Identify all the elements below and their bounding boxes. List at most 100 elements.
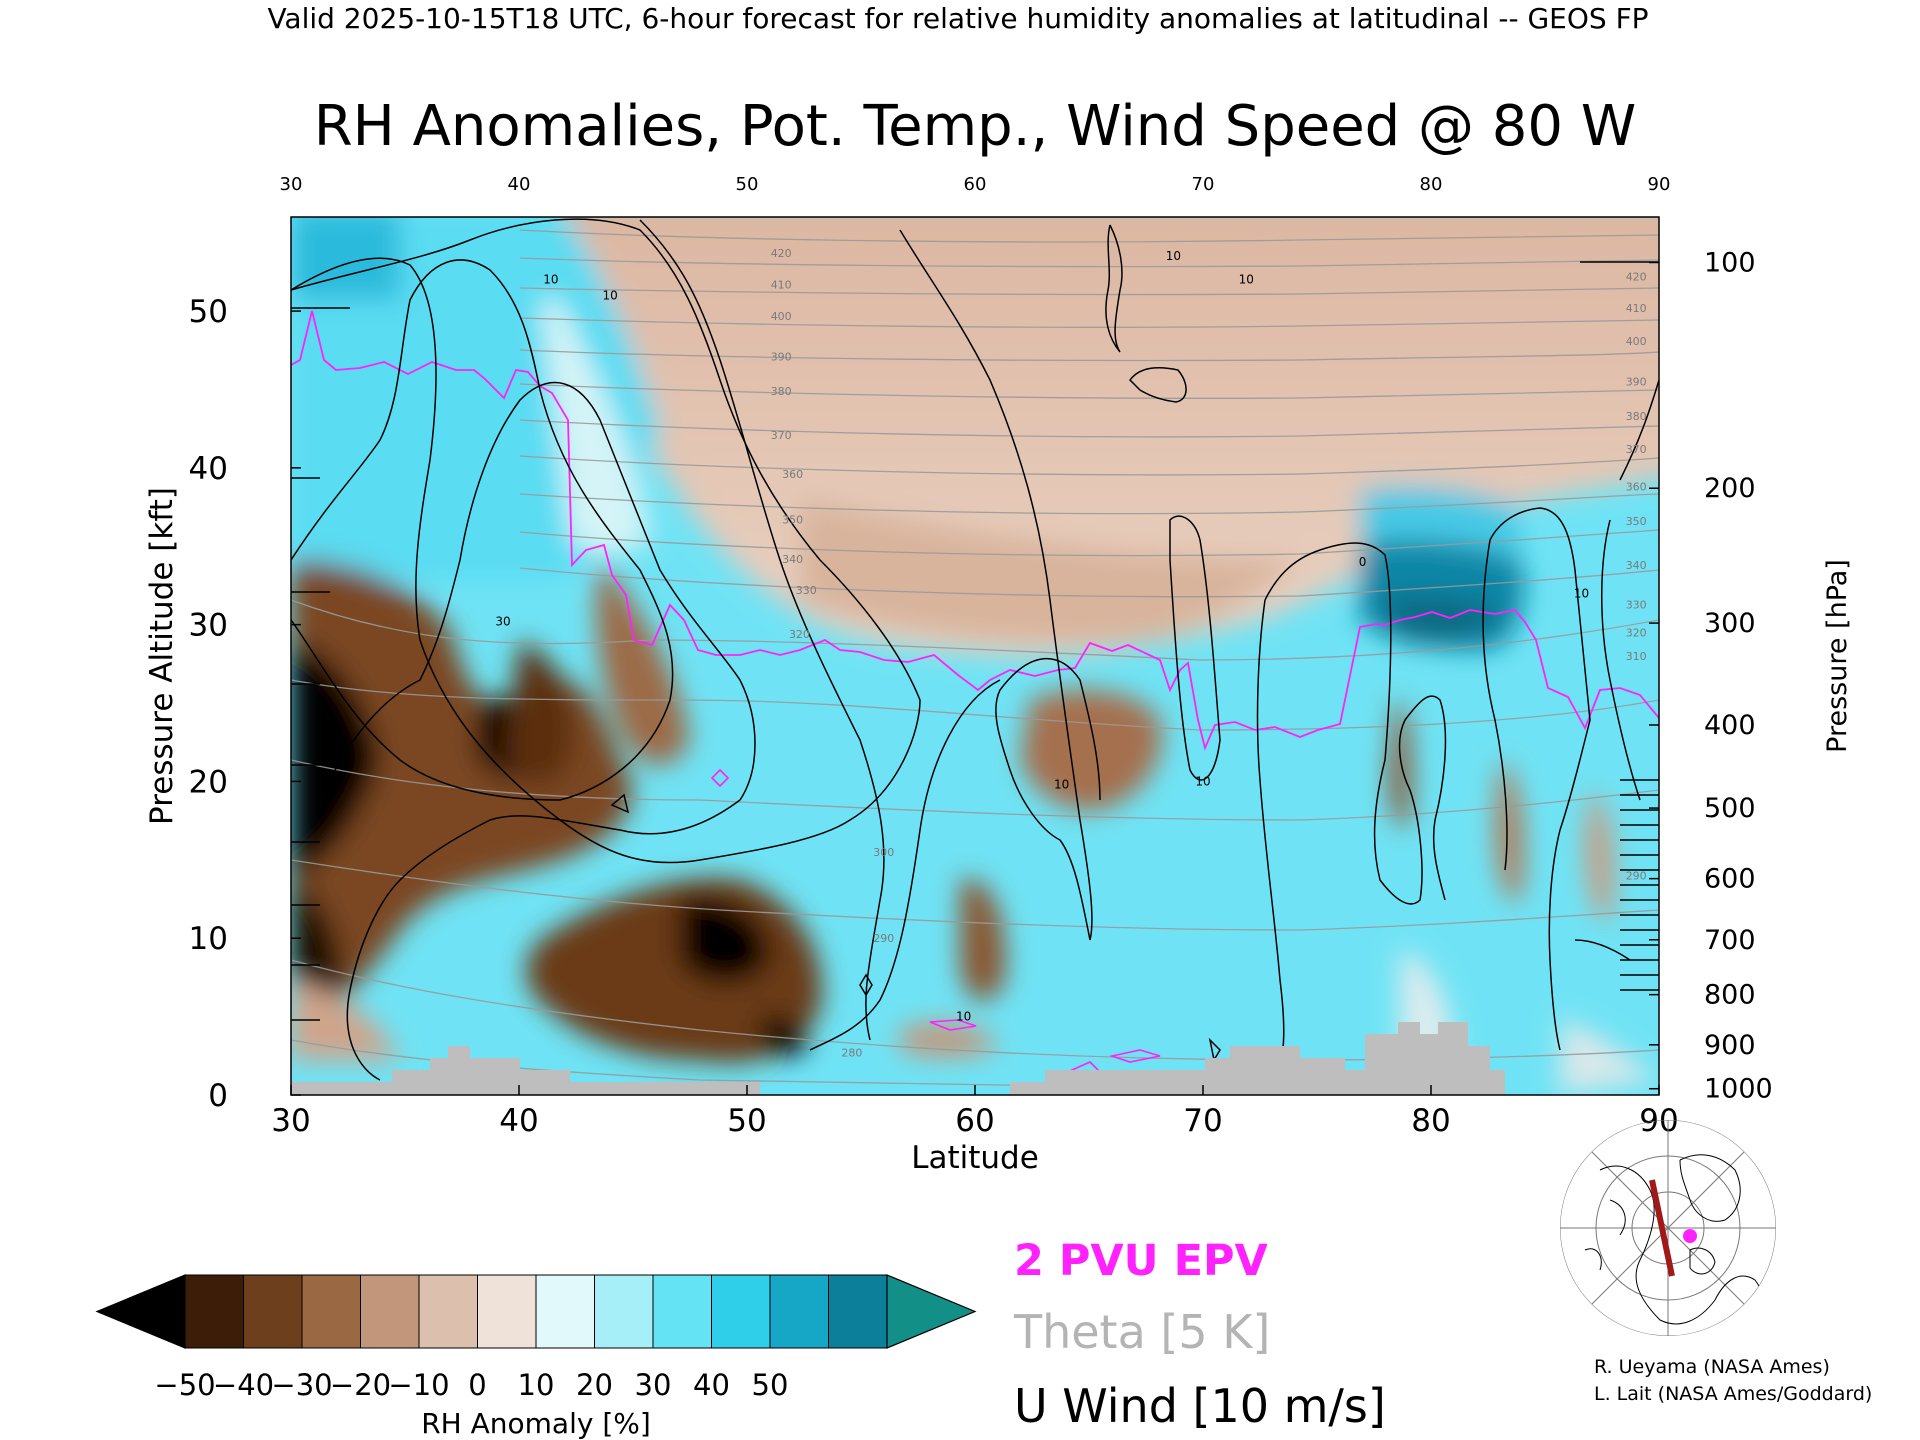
x-tick-label-top: 40	[508, 174, 531, 195]
pressure-tick-label: 300	[1704, 608, 1756, 639]
theta-contour-label: 350	[782, 514, 803, 527]
header-text: Valid 2025-10-15T18 UTC, 6-hour forecast…	[267, 2, 1648, 35]
colorbar: −50−40−30−20−10 0 10 20 30 40 50	[95, 1274, 977, 1402]
theta-contour-label: 410	[771, 278, 792, 291]
pvu-line	[291, 310, 1659, 751]
y-axis-label-left: Pressure Altitude [kft]	[144, 487, 180, 825]
right-ticks	[291, 261, 1659, 1021]
pressure-tick-label: 100	[1704, 247, 1756, 278]
pressure-tick-label: 600	[1704, 864, 1756, 895]
colorbar-label: RH Anomaly [%]	[421, 1407, 651, 1440]
colorbar-tick-label: −40	[213, 1368, 274, 1402]
theta-contour-label: 370	[771, 429, 792, 442]
legend-u-wind: U Wind [10 m/s]	[1014, 1379, 1386, 1433]
u-wind-contours	[291, 218, 1659, 1081]
colorbar-tick-label: −10	[388, 1368, 449, 1402]
rh-anomaly-field: 4204104003903803703603503403303203002902…	[291, 217, 1659, 1095]
pressure-tick-label: 200	[1704, 473, 1756, 504]
x-tick-label-top: 80	[1420, 174, 1443, 195]
wind-contour-label: 30	[495, 615, 510, 629]
theta-contour-label: 360	[1626, 481, 1647, 494]
y-tick-label: 10	[189, 921, 228, 957]
y-axis-label-right: Pressure [hPa]	[1822, 559, 1853, 753]
y-tick-label: 20	[189, 764, 228, 800]
y-tick-label: 50	[189, 294, 228, 330]
theta-contour-label: 390	[1626, 376, 1647, 389]
colorbar-segment	[828, 1274, 888, 1349]
theta-contour-label: 350	[1626, 515, 1647, 528]
x-tick-label: 50	[727, 1103, 766, 1139]
x-tick-label: 70	[1183, 1103, 1222, 1139]
colorbar-tick-label: 30	[635, 1368, 672, 1402]
x-axis-label: Latitude	[911, 1140, 1039, 1176]
theta-contour-label: 290	[1626, 870, 1647, 883]
theta-contour-label: 320	[1626, 626, 1647, 639]
colorbar-segment	[769, 1274, 829, 1349]
pressure-tick-label: 800	[1704, 980, 1756, 1011]
wind-contour-label: 10	[603, 288, 618, 302]
legend-theta: Theta [5 K]	[1013, 1305, 1270, 1359]
colorbar-segment	[184, 1274, 244, 1349]
wind-contour-label: 10	[543, 273, 558, 287]
colorbar-segment	[535, 1274, 595, 1349]
wind-contour-label: 10	[1574, 586, 1589, 600]
x-tick-label: 40	[499, 1103, 538, 1139]
colorbar-tick-label: −20	[330, 1368, 391, 1402]
axes: 3030404050506060707080809090010203040501…	[189, 174, 1773, 1139]
inset-map	[1560, 1120, 1776, 1336]
colorbar-tick-label: 20	[576, 1368, 613, 1402]
theta-contour-label: 330	[1626, 598, 1647, 611]
theta-contour-label: 420	[1626, 271, 1647, 284]
colorbar-tick-label: 10	[518, 1368, 555, 1402]
colorbar-max-arrow	[886, 1274, 977, 1349]
x-tick-label-top: 30	[280, 174, 303, 195]
colorbar-segment	[594, 1274, 654, 1349]
colorbar-tick-label: −50	[154, 1368, 215, 1402]
colorbar-segment	[652, 1274, 712, 1349]
theta-contour-label: 400	[771, 310, 792, 323]
theta-contour-label: 400	[1626, 335, 1647, 348]
theta-contour-label: 330	[796, 584, 817, 597]
y-tick-label: 30	[189, 608, 228, 644]
wind-contour-label: 10	[1166, 249, 1181, 263]
pressure-tick-label: 1000	[1704, 1074, 1773, 1105]
theta-contour-label: 390	[771, 351, 792, 364]
theta-contour-label: 380	[1626, 410, 1647, 423]
x-tick-label-top: 70	[1192, 174, 1215, 195]
wind-labels: 30 10 10 10 10 10 10 0 10 10	[495, 249, 1589, 1023]
colorbar-tick-label: 50	[752, 1368, 789, 1402]
x-tick-label: 80	[1411, 1103, 1450, 1139]
theta-contour-label: 310	[1626, 650, 1647, 663]
credit-line-1: R. Ueyama (NASA Ames)	[1594, 1356, 1830, 1378]
colorbar-segment	[477, 1274, 537, 1349]
colorbar-segment	[360, 1274, 420, 1349]
theta-contour-label: 340	[1626, 559, 1647, 572]
wind-contour-label: 0	[1359, 555, 1367, 569]
theta-contour-label: 340	[782, 553, 803, 566]
theta-contour-label: 300	[873, 846, 894, 859]
colorbar-tick-label: 0	[468, 1368, 486, 1402]
theta-contour-label: 420	[771, 247, 792, 260]
colorbar-segment	[243, 1274, 303, 1349]
credit-line-2: L. Lait (NASA Ames/Goddard)	[1594, 1383, 1872, 1405]
legend-pvu: 2 PVU EPV	[1014, 1236, 1268, 1286]
theta-contour-label: 410	[1626, 302, 1647, 315]
x-tick-label: 90	[1639, 1103, 1678, 1139]
pressure-tick-label: 500	[1704, 793, 1756, 824]
x-tick-label-top: 90	[1648, 174, 1671, 195]
theta-contour-label: 320	[789, 628, 810, 641]
theta-contour-label: 360	[782, 468, 803, 481]
x-tick-label: 30	[271, 1103, 310, 1139]
pressure-tick-label: 900	[1704, 1030, 1756, 1061]
colorbar-tick-label: 40	[693, 1368, 730, 1402]
colorbar-min-arrow	[95, 1274, 186, 1349]
x-tick-label-top: 50	[736, 174, 759, 195]
x-tick-label-top: 60	[964, 174, 987, 195]
wind-contour-label: 10	[1239, 273, 1254, 287]
theta-contours	[291, 229, 1659, 1091]
wind-contour-label: 10	[956, 1010, 971, 1024]
y-tick-label: 40	[189, 451, 228, 487]
x-tick-label: 60	[955, 1103, 994, 1139]
theta-contour-label: 370	[1626, 443, 1647, 456]
